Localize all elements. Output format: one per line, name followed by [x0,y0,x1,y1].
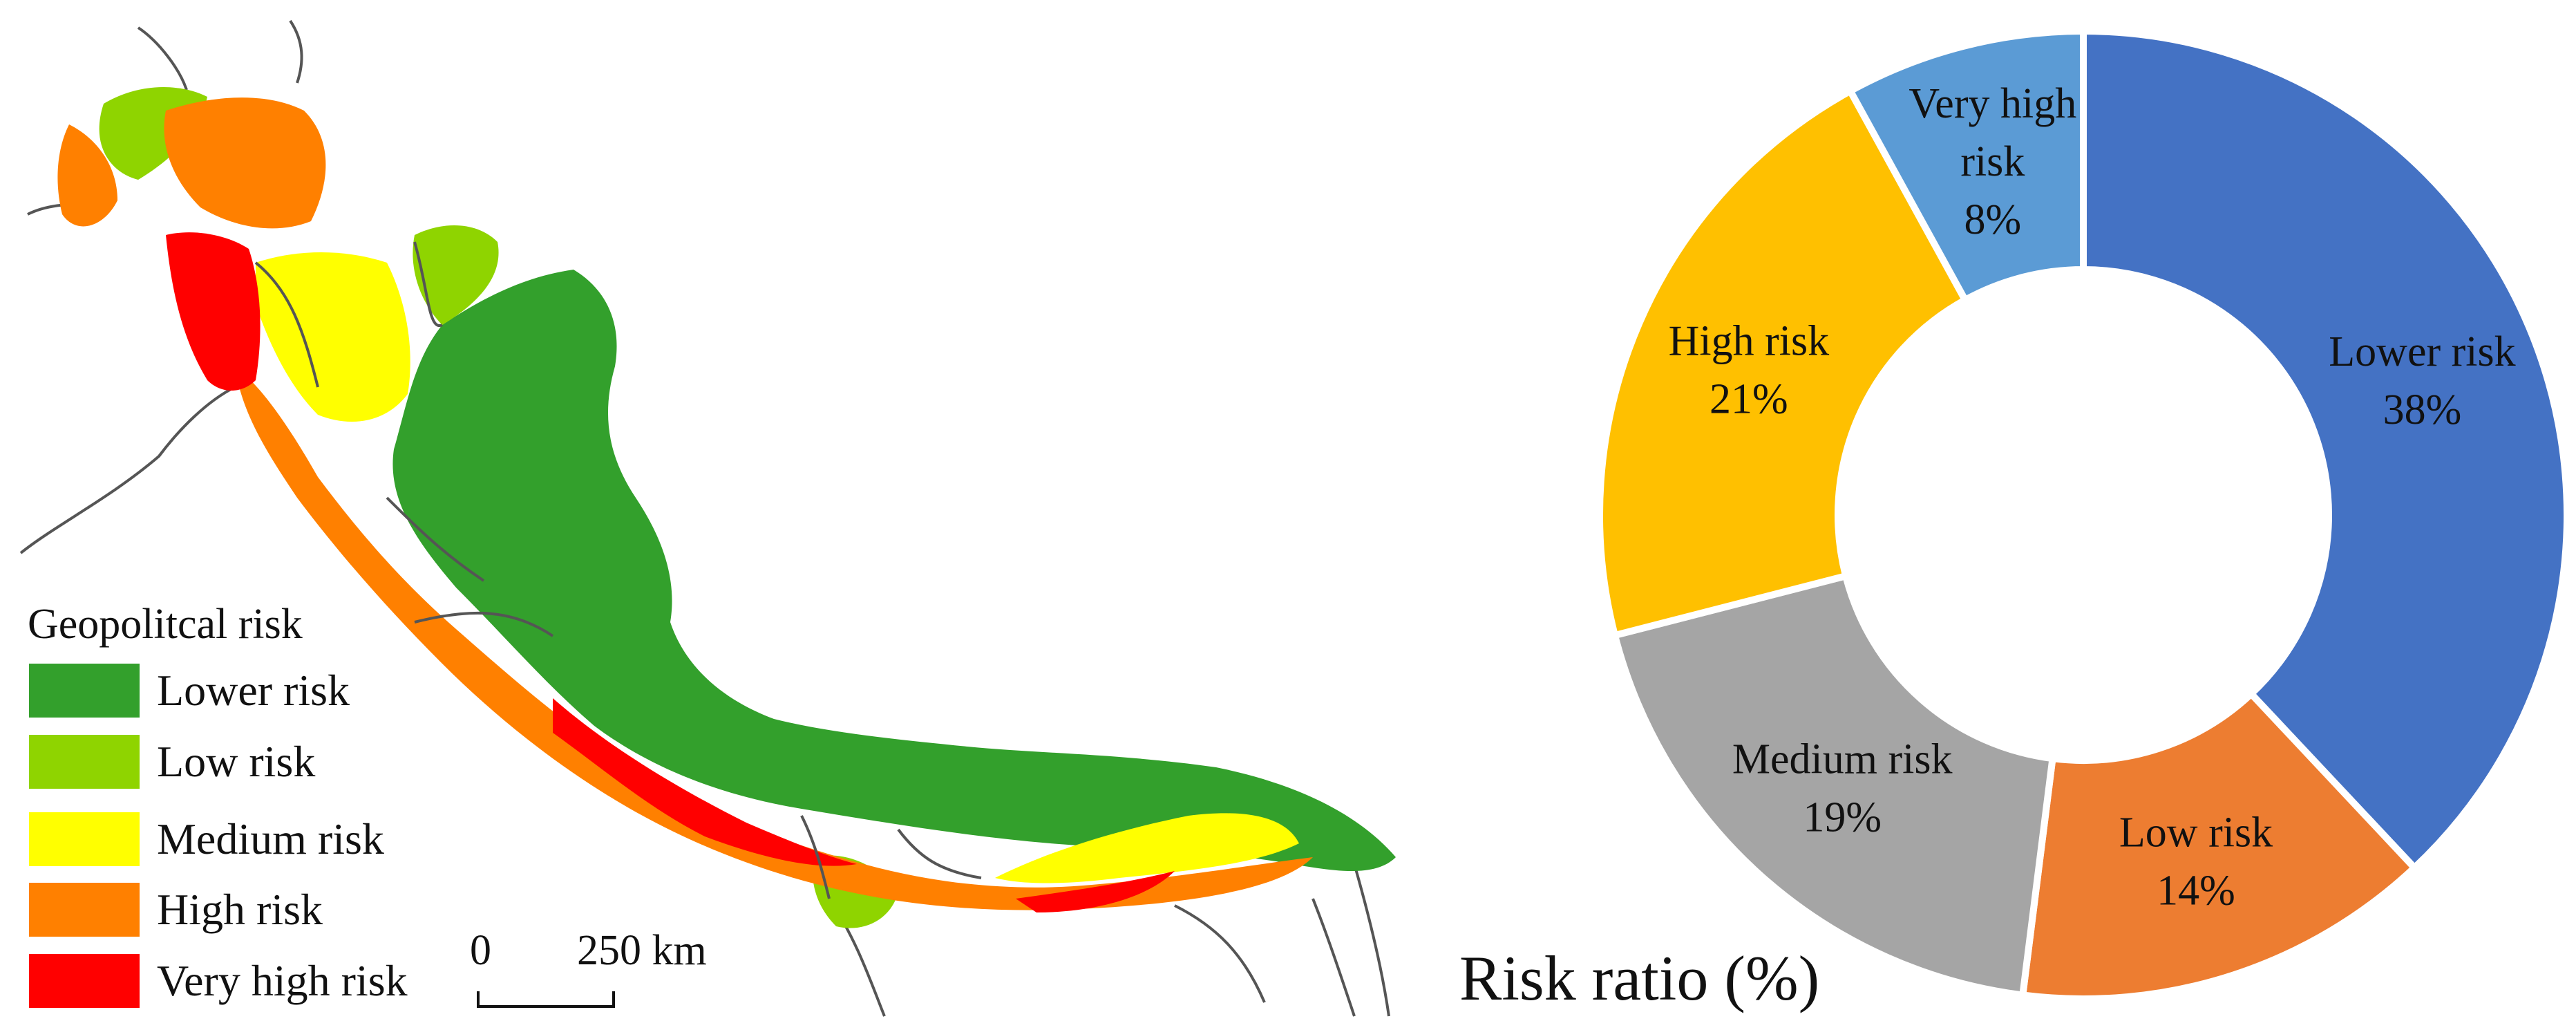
donut-label: Low risk 14% [2119,809,2273,915]
risk-map [19,19,1396,1017]
donut-slice-very-high-risk [1845,27,2087,305]
legend-label: Lower risk [157,666,350,715]
donut-slice-medium-risk [1610,572,2057,1000]
legend-swatch [29,735,140,789]
donut-label: High risk 21% [1669,318,1830,423]
scale-line [477,991,615,1008]
legend-label: High risk [157,885,323,934]
legend-swatch [29,883,140,937]
scale-zero-label: 0 [470,927,491,974]
region-high-risk [235,366,1313,910]
donut-label: Medium risk 19% [1732,736,1953,841]
region-very-high-risk-south [553,698,857,866]
donut-slice-low-risk [2018,689,2420,1002]
donut-label: Lower risk 38% [2329,328,2515,433]
region-high-risk-west [57,124,117,227]
legend-swatch [29,664,140,718]
legend-label: Medium risk [157,814,384,863]
region-medium-risk-east [995,813,1299,883]
legend-item-very-high-risk: Very high risk [29,954,471,1012]
risk-donut-chart: Lower risk 38% Low risk 14% Medium risk 19% Hi… [1595,27,2570,1002]
region-high-risk-north [164,97,326,229]
legend-item-high-risk: High risk [29,883,471,941]
donut-label: Very high risk 8% [1909,80,2076,243]
legend-swatch [29,954,140,1008]
region-low-risk [413,225,499,325]
region-very-high-risk [166,232,261,391]
legend-label: Very high risk [157,956,408,1005]
region-lower-risk [392,270,1396,871]
legend-item-lower-risk: Lower risk [29,664,471,722]
scale-distance-label: 250 km [577,927,707,974]
region-very-high-risk-east [1016,871,1175,912]
donut-slice-lower-risk [2080,27,2570,873]
legend-item-medium-risk: Medium risk [29,812,471,870]
legend-label: Low risk [157,737,316,786]
donut-slice-high-risk [1595,86,1970,640]
region-medium-risk [256,252,410,422]
scale-bar: 0 250 km [470,926,732,1009]
legend-swatch [29,812,140,866]
legend-title: Geopolitcal risk [28,601,303,648]
chart-title: Risk ratio (%) [1459,943,1820,1013]
internal-boundaries [254,241,982,899]
legend-item-low-risk: Low risk [29,735,471,793]
